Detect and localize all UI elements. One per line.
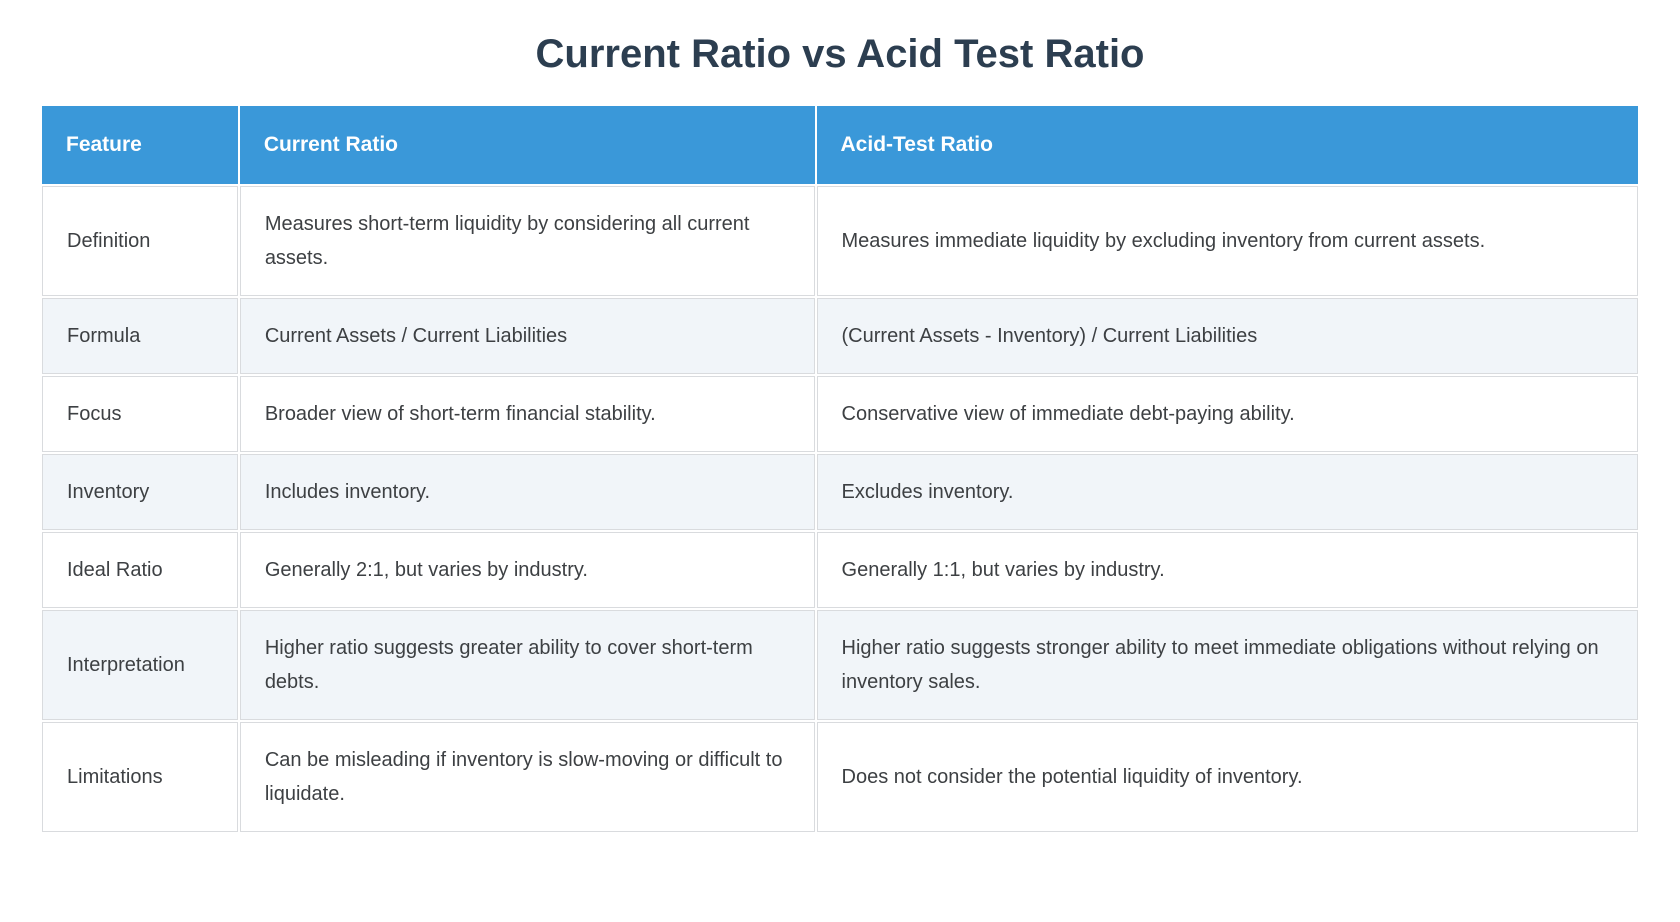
feature-cell: Limitations <box>42 722 238 832</box>
comparison-table: Feature Current Ratio Acid-Test Ratio De… <box>40 104 1640 834</box>
feature-cell: Formula <box>42 298 238 374</box>
feature-cell: Ideal Ratio <box>42 532 238 608</box>
page: Current Ratio vs Acid Test Ratio Feature… <box>0 30 1680 834</box>
acid-test-ratio-cell: Does not consider the potential liquidit… <box>816 722 1638 832</box>
table-header: Feature Current Ratio Acid-Test Ratio <box>42 106 1638 184</box>
table-row: Definition Measures short-term liquidity … <box>42 186 1638 296</box>
feature-cell: Definition <box>42 186 238 296</box>
current-ratio-cell: Includes inventory. <box>239 454 815 530</box>
acid-test-ratio-cell: Higher ratio suggests stronger ability t… <box>816 610 1638 720</box>
current-ratio-cell: Measures short-term liquidity by conside… <box>239 186 815 296</box>
current-ratio-cell: Current Assets / Current Liabilities <box>239 298 815 374</box>
page-title: Current Ratio vs Acid Test Ratio <box>535 32 1145 76</box>
acid-test-ratio-cell: Excludes inventory. <box>816 454 1638 530</box>
feature-cell: Focus <box>42 376 238 452</box>
acid-test-ratio-cell: Generally 1:1, but varies by industry. <box>816 532 1638 608</box>
header-row: Feature Current Ratio Acid-Test Ratio <box>42 106 1638 184</box>
current-ratio-cell: Higher ratio suggests greater ability to… <box>239 610 815 720</box>
table-body: Definition Measures short-term liquidity … <box>42 186 1638 832</box>
current-ratio-cell: Broader view of short-term financial sta… <box>239 376 815 452</box>
table-row: Limitations Can be misleading if inventor… <box>42 722 1638 832</box>
table-row: Ideal Ratio Generally 2:1, but varies by … <box>42 532 1638 608</box>
acid-test-ratio-cell: Measures immediate liquidity by excludin… <box>816 186 1638 296</box>
table-row: Focus Broader view of short-term financia… <box>42 376 1638 452</box>
table-row: Formula Current Assets / Current Liabilit… <box>42 298 1638 374</box>
table-row: Interpretation Higher ratio suggests grea… <box>42 610 1638 720</box>
column-header-acid-test-ratio: Acid-Test Ratio <box>816 106 1638 184</box>
feature-cell: Interpretation <box>42 610 238 720</box>
column-header-feature: Feature <box>42 106 238 184</box>
acid-test-ratio-cell: (Current Assets - Inventory) / Current L… <box>816 298 1638 374</box>
acid-test-ratio-cell: Conservative view of immediate debt-payi… <box>816 376 1638 452</box>
current-ratio-cell: Can be misleading if inventory is slow-m… <box>239 722 815 832</box>
feature-cell: Inventory <box>42 454 238 530</box>
current-ratio-cell: Generally 2:1, but varies by industry. <box>239 532 815 608</box>
table-row: Inventory Includes inventory. Excludes inv… <box>42 454 1638 530</box>
column-header-current-ratio: Current Ratio <box>239 106 815 184</box>
